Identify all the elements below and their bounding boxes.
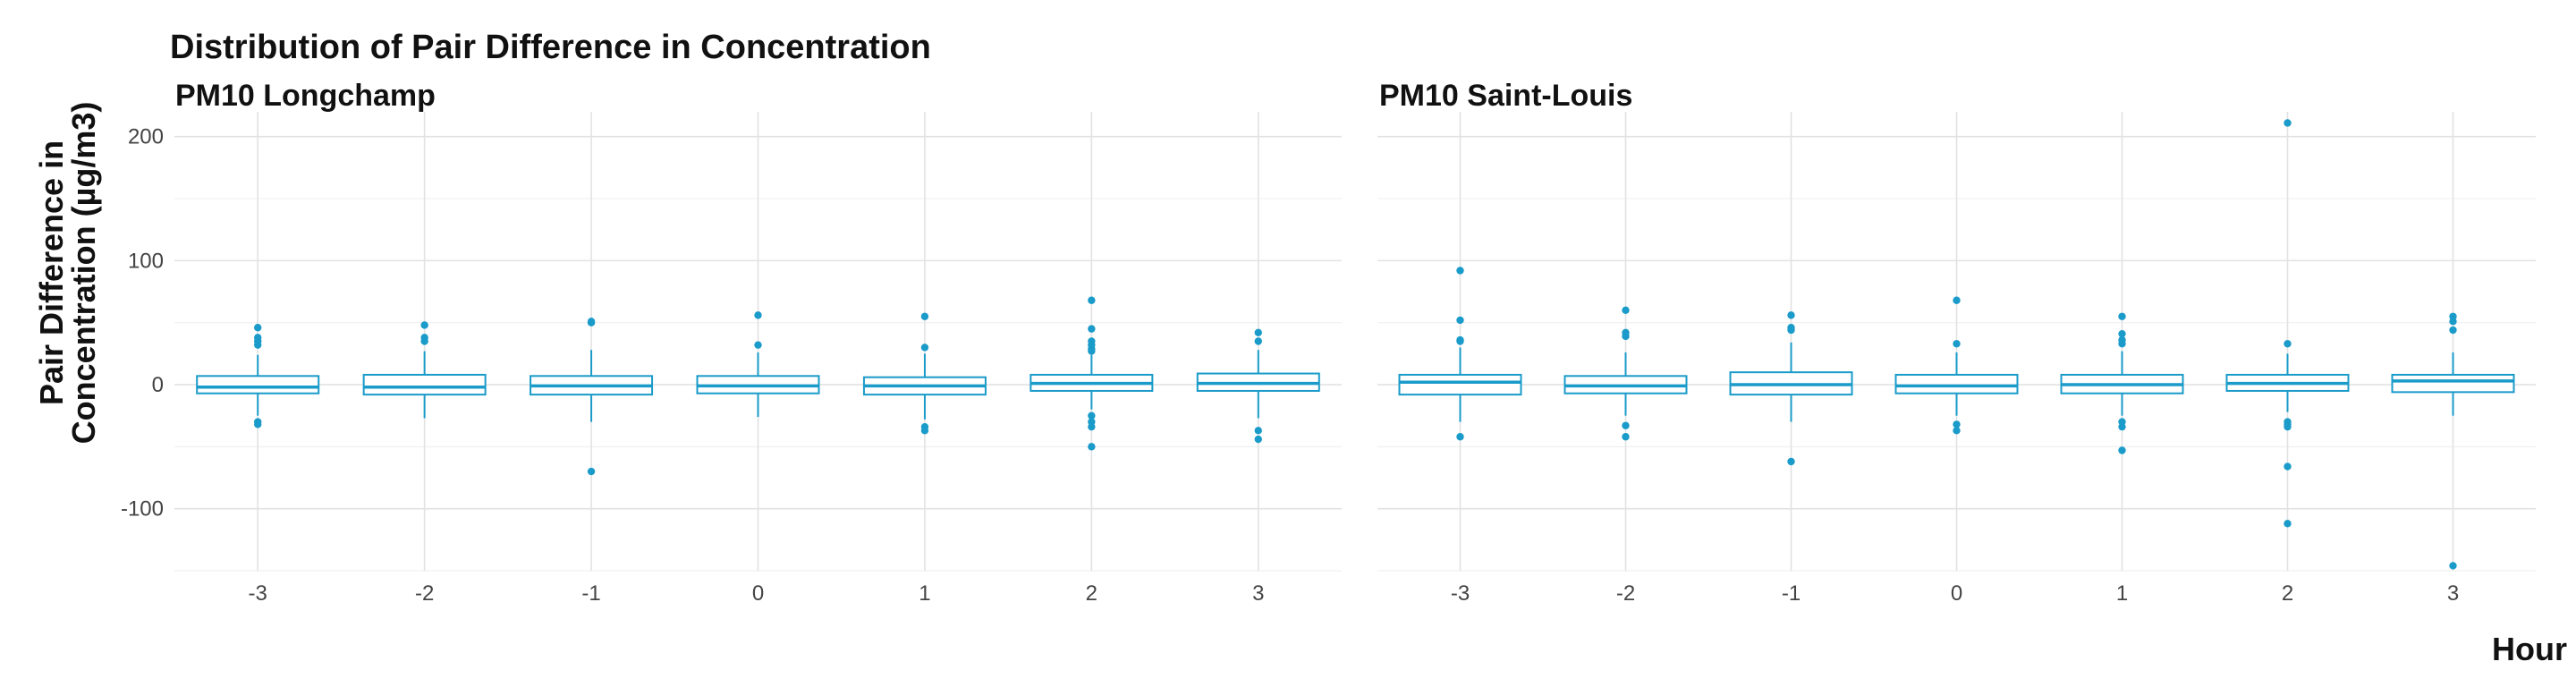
box-3 (2391, 312, 2515, 570)
outlier-point (754, 341, 762, 349)
x-tick-label: -2 (415, 581, 434, 606)
outlier-point (920, 312, 929, 320)
outlier-point (587, 467, 596, 476)
outlier-point (920, 344, 929, 352)
outlier-point (2284, 520, 2292, 528)
outlier-point (254, 420, 262, 428)
box-iqr (1894, 373, 2019, 394)
box--2 (362, 321, 487, 419)
x-tick-label: -3 (1451, 581, 1470, 606)
x-tick-label: 1 (919, 581, 930, 606)
box--1 (530, 318, 654, 476)
panel-title: PM10 Longchamp (175, 79, 436, 113)
x-tick-label: 0 (752, 581, 764, 606)
y-tick-label: 0 (152, 373, 164, 397)
box-1 (2060, 312, 2184, 454)
outlier-point (1456, 267, 1464, 275)
y-tick-label: -100 (121, 497, 164, 522)
outlier-point (920, 427, 929, 435)
box--3 (1398, 267, 1522, 441)
box-0 (1894, 296, 2019, 435)
panel-1: PM10 Longchamp -100 0 100 200 -3 -2 -1 0 1 2 3 (121, 79, 1342, 606)
outlier-point (1622, 306, 1630, 315)
x-tick-label: 2 (1086, 581, 1097, 606)
outlier-point (2284, 119, 2292, 127)
x-tick-label: -3 (249, 581, 267, 606)
box-iqr (2391, 373, 2515, 394)
outlier-point (1456, 316, 1464, 325)
outlier-point (1254, 328, 1262, 336)
outlier-point (1254, 435, 1262, 444)
outlier-point (1088, 443, 1096, 451)
x-tick-label: -2 (1616, 581, 1635, 606)
outlier-point (2118, 446, 2126, 454)
x-axis-title: Hour (2492, 631, 2567, 667)
box-iqr (362, 373, 487, 396)
outlier-point (420, 337, 428, 345)
outlier-point (1254, 427, 1262, 435)
outlier-point (2118, 340, 2126, 348)
box--2 (1563, 306, 1688, 441)
outlier-point (754, 311, 762, 319)
outlier-point (1254, 337, 1262, 345)
outlier-point (587, 318, 596, 327)
box-2 (2225, 119, 2350, 528)
outlier-point (2118, 312, 2126, 320)
x-tick-label: 2 (2282, 581, 2293, 606)
outlier-point (1456, 433, 1464, 441)
x-tick-label: 0 (1951, 581, 1962, 606)
outlier-point (2118, 422, 2126, 431)
box-iqr (196, 375, 320, 394)
box-iqr (1398, 373, 1522, 396)
panel-2: PM10 Saint-Louis -3 -2 -1 0 1 2 3 (1377, 79, 2536, 606)
outlier-point (1787, 311, 1795, 319)
outlier-point (1953, 420, 1961, 428)
outlier-point (2284, 422, 2292, 431)
chart-title: Distribution of Pair Difference in Conce… (170, 29, 931, 66)
box-1 (862, 312, 987, 435)
box-3 (1196, 328, 1320, 444)
x-tick-label: -1 (1782, 581, 1801, 606)
y-axis-title-line-1: Pair Difference in (33, 140, 70, 405)
x-tick-label: 1 (2116, 581, 2128, 606)
outlier-point (420, 321, 428, 329)
box-0 (696, 311, 820, 418)
x-tick-label: 3 (2447, 581, 2459, 606)
outlier-point (1088, 422, 1096, 431)
outlier-point (254, 341, 262, 349)
y-tick-label: 200 (128, 125, 164, 149)
panel-title: PM10 Saint-Louis (1379, 79, 1632, 113)
y-axis-title-line-2: Concentration (µg/m3) (65, 102, 102, 445)
outlier-point (2449, 562, 2457, 570)
outlier-point (254, 324, 262, 332)
box--1 (1729, 311, 1853, 466)
outlier-point (2449, 318, 2457, 326)
y-tick-label: 100 (128, 249, 164, 273)
outlier-point (1088, 325, 1096, 333)
outlier-point (2449, 326, 2457, 335)
outlier-point (1953, 340, 1961, 348)
box-2 (1030, 296, 1154, 451)
outlier-point (1622, 433, 1630, 441)
outlier-point (1088, 347, 1096, 355)
outlier-point (1787, 457, 1795, 466)
x-tick-label: -1 (581, 581, 600, 606)
outlier-point (1088, 411, 1096, 420)
outlier-point (1787, 326, 1795, 335)
outlier-point (1953, 427, 1961, 435)
outlier-point (1622, 421, 1630, 429)
x-tick-label: 3 (1252, 581, 1264, 606)
outlier-point (1953, 296, 1961, 304)
outlier-point (1622, 332, 1630, 341)
outlier-point (2118, 329, 2126, 338)
outlier-point (2284, 340, 2292, 348)
outlier-point (1088, 296, 1096, 304)
outlier-point (1456, 337, 1464, 345)
y-axis-title: Pair Difference in Concentration (µg/m3) (33, 102, 102, 445)
outlier-point (2284, 462, 2292, 471)
box--3 (196, 324, 320, 428)
